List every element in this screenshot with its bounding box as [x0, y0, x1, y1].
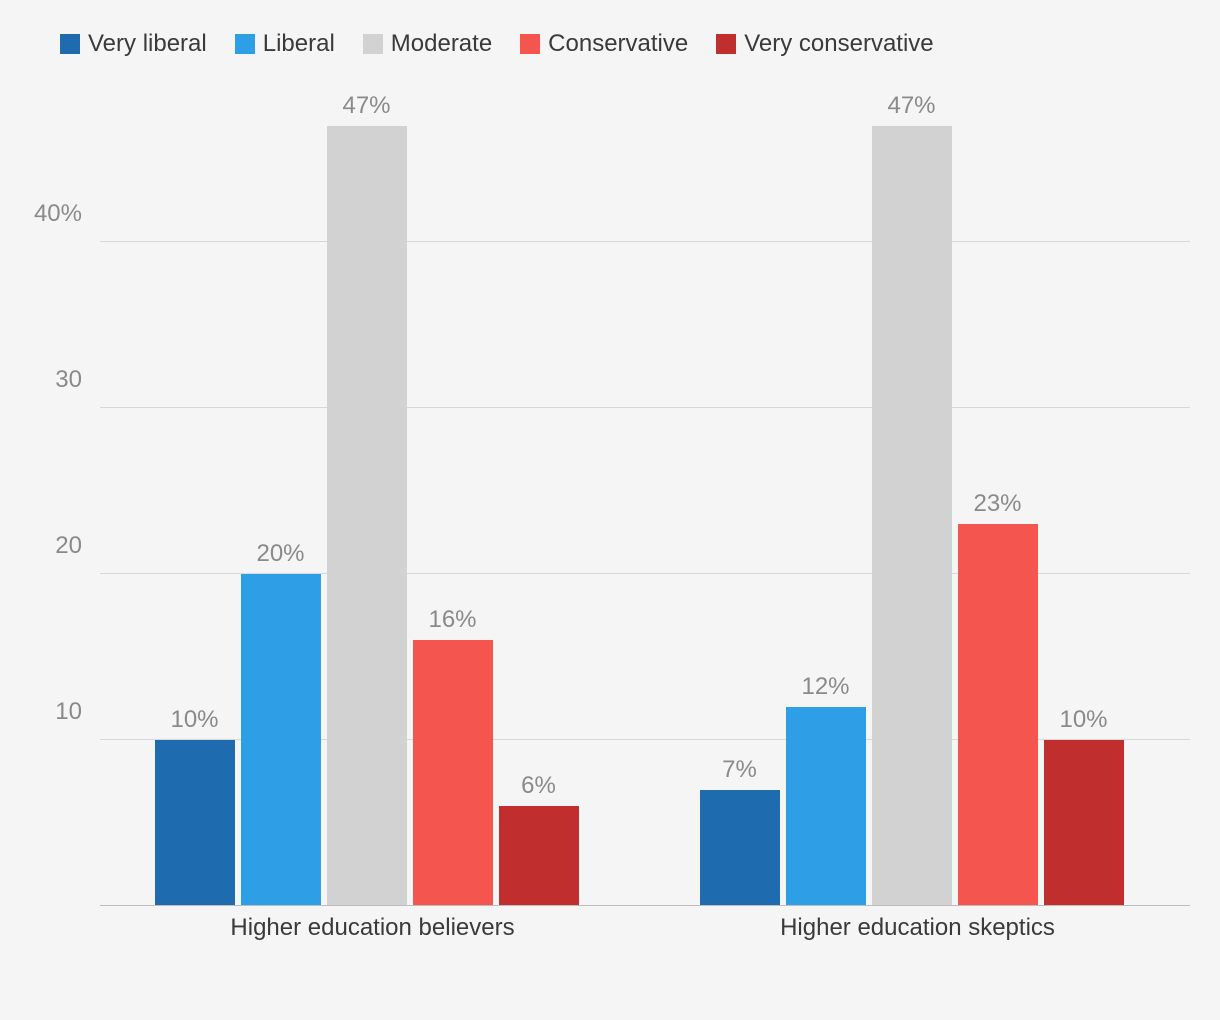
y-axis: 10 20 30 40%	[30, 76, 90, 906]
bar	[958, 524, 1038, 906]
bar	[413, 640, 493, 906]
legend-item: Conservative	[520, 30, 688, 58]
bar-value-label: 47%	[327, 92, 407, 120]
legend-label: Moderate	[391, 30, 492, 58]
legend-item: Very liberal	[60, 30, 207, 58]
bar-wrap: 6%	[499, 76, 579, 906]
plot-area: 10203040% 10%20%47%16%6%7%12%47%23%10% H…	[60, 76, 1220, 946]
legend: Very liberal Liberal Moderate Conservative V…	[60, 30, 1190, 58]
bar-wrap: 47%	[327, 76, 407, 906]
legend-swatch	[363, 34, 383, 54]
legend-swatch	[235, 34, 255, 54]
legend-item: Liberal	[235, 30, 335, 58]
bar-value-label: 10%	[155, 706, 235, 734]
legend-item: Moderate	[363, 30, 492, 58]
bar-value-label: 16%	[413, 606, 493, 634]
bar-value-label: 10%	[1044, 706, 1124, 734]
bar-value-label: 20%	[241, 540, 321, 568]
bar-wrap: 23%	[958, 76, 1038, 906]
bar	[872, 126, 952, 906]
bars-layer: 10% 20% 47% 16% 6% 7% 12% 47% 23% 10%	[100, 76, 1190, 906]
legend-swatch	[716, 34, 736, 54]
y-axis-tick: 10	[55, 698, 82, 726]
y-axis-tick: 30	[55, 366, 82, 394]
bar-value-label: 47%	[872, 92, 952, 120]
bar-group: 10% 20% 47% 16% 6%	[155, 76, 579, 906]
bar	[155, 740, 235, 906]
x-axis-label: Higher education skeptics	[780, 914, 1055, 942]
legend-swatch	[60, 34, 80, 54]
bar-value-label: 6%	[499, 772, 579, 800]
legend-label: Very conservative	[744, 30, 933, 58]
bar	[786, 707, 866, 906]
bar-wrap: 10%	[155, 76, 235, 906]
bar-wrap: 47%	[872, 76, 952, 906]
bar-group: 7% 12% 47% 23% 10%	[700, 76, 1124, 906]
bar-wrap: 7%	[700, 76, 780, 906]
bar-wrap: 12%	[786, 76, 866, 906]
legend-item: Very conservative	[716, 30, 933, 58]
bar-wrap: 16%	[413, 76, 493, 906]
bar-value-label: 23%	[958, 490, 1038, 518]
legend-label: Liberal	[263, 30, 335, 58]
bar	[327, 126, 407, 906]
bar-wrap: 20%	[241, 76, 321, 906]
bar	[700, 790, 780, 906]
legend-swatch	[520, 34, 540, 54]
x-axis-label: Higher education believers	[230, 914, 514, 942]
chart-container: Very liberal Liberal Moderate Conservative V…	[0, 0, 1220, 1020]
bar	[241, 574, 321, 906]
y-axis-tick: 40%	[34, 200, 82, 228]
x-axis: Higher education believers Higher educati…	[100, 906, 1190, 946]
bar-value-label: 7%	[700, 756, 780, 784]
bar-value-label: 12%	[786, 673, 866, 701]
y-axis-tick: 20	[55, 532, 82, 560]
bar-wrap: 10%	[1044, 76, 1124, 906]
bar	[1044, 740, 1124, 906]
legend-label: Conservative	[548, 30, 688, 58]
bar	[499, 806, 579, 906]
legend-label: Very liberal	[88, 30, 207, 58]
